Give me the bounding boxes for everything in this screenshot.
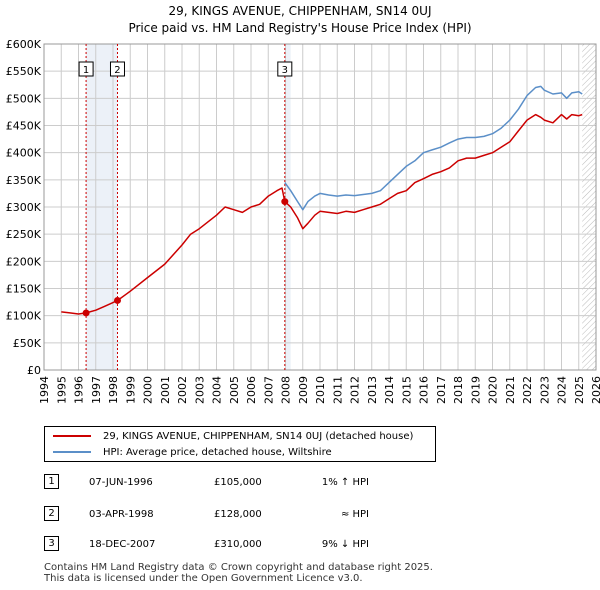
- sale-row: 2 03-APR-1998 £128,000 ≈ HPI: [0, 506, 600, 523]
- x-tick-label: 2002: [176, 376, 189, 404]
- sale-point: [82, 309, 90, 317]
- sale-marker-box: [78, 61, 94, 77]
- x-tick-label: 2011: [331, 376, 344, 404]
- x-tick-label: 1995: [55, 376, 68, 404]
- sale-point: [113, 296, 121, 304]
- x-tick-label: 2007: [262, 376, 275, 404]
- sale-hpi-comparison: 1% ↑ HPI: [321, 477, 369, 488]
- x-tick-label: 2025: [573, 376, 586, 404]
- y-tick-label: £550K: [6, 65, 42, 78]
- x-tick-label: 2008: [280, 376, 293, 404]
- x-tick-label: 2003: [193, 376, 206, 404]
- x-tick-label: 2026: [590, 376, 600, 404]
- x-tick-label: 2004: [211, 376, 224, 404]
- x-tick-label: 2012: [349, 376, 362, 404]
- y-tick-label: £100K: [6, 310, 42, 323]
- x-tick-label: 2000: [142, 376, 155, 404]
- sale-marker-number: 2: [114, 65, 120, 76]
- legend-item-property: 29, KINGS AVENUE, CHIPPENHAM, SN14 0UJ (…: [53, 429, 413, 445]
- y-tick-label: £300K: [6, 201, 42, 214]
- sale-marker-box: [109, 61, 125, 77]
- y-tick-label: £200K: [6, 255, 42, 268]
- chart-title: 29, KINGS AVENUE, CHIPPENHAM, SN14 0UJ P…: [0, 3, 600, 37]
- x-tick-label: 2021: [504, 376, 517, 404]
- sale-price: £105,000: [214, 477, 262, 488]
- x-tick-label: 2017: [435, 376, 448, 404]
- legend-property-swatch: [53, 435, 91, 437]
- legend: 29, KINGS AVENUE, CHIPPENHAM, SN14 0UJ (…: [44, 426, 436, 462]
- x-tick-label: 2020: [487, 376, 500, 404]
- hpi-series-line: [284, 85, 583, 211]
- legend-item-hpi: HPI: Average price, detached house, Wilt…: [53, 445, 332, 461]
- sale-price: £128,000: [214, 509, 262, 520]
- footer-copyright: Contains HM Land Registry data © Crown c…: [44, 562, 433, 573]
- x-tick-label: 2024: [556, 376, 569, 404]
- legend-property-label: 29, KINGS AVENUE, CHIPPENHAM, SN14 0UJ (…: [103, 431, 414, 442]
- sale-marker-number: 3: [282, 65, 288, 76]
- legend-hpi-label: HPI: Average price, detached house, Wilt…: [103, 447, 332, 458]
- sale-marker-number: 1: [83, 65, 89, 76]
- x-tick-label: 1994: [38, 376, 51, 404]
- x-tick-label: 2001: [159, 376, 172, 404]
- x-tick-label: 2006: [245, 376, 258, 404]
- sale-marker-box: [277, 61, 293, 77]
- x-tick-label: 1999: [124, 376, 137, 404]
- x-tick-label: 1998: [107, 376, 120, 404]
- footer-licence: This data is licensed under the Open Gov…: [44, 573, 363, 584]
- y-tick-label: £600K: [6, 38, 42, 51]
- x-tick-label: 1997: [90, 376, 103, 404]
- sale-marker-label: 1: [44, 474, 59, 489]
- y-tick-label: £50K: [13, 337, 42, 350]
- sale-date: 18-DEC-2007: [89, 539, 156, 550]
- y-tick-label: £250K: [6, 228, 42, 241]
- x-tick-label: 2010: [314, 376, 327, 404]
- price-chart: £0 £50K £100K £150K £200K £250K £300K £350K £400…: [6, 38, 600, 404]
- sale-date: 07-JUN-1996: [89, 477, 153, 488]
- x-tick-label: 2015: [400, 376, 413, 404]
- y-tick-label: £150K: [6, 283, 42, 296]
- legend-hpi-swatch: [53, 451, 91, 453]
- sale-marker-label: 3: [44, 536, 59, 551]
- y-tick-label: £0: [27, 364, 41, 377]
- x-tick-label: 2014: [383, 376, 396, 404]
- sale-date: 03-APR-1998: [89, 509, 154, 520]
- property-series-line: [61, 113, 583, 315]
- x-tick-label: 1996: [73, 376, 86, 404]
- y-tick-label: £350K: [6, 174, 42, 187]
- x-tick-label: 2013: [366, 376, 379, 404]
- x-tick-label: 2009: [297, 376, 310, 404]
- footer: Contains HM Land Registry data © Crown c…: [44, 562, 433, 584]
- y-tick-label: £500K: [6, 92, 42, 105]
- x-tick-label: 2022: [521, 376, 534, 404]
- sale-point: [281, 198, 289, 206]
- y-tick-label: £450K: [6, 120, 42, 133]
- title-line-1: 29, KINGS AVENUE, CHIPPENHAM, SN14 0UJ: [168, 4, 432, 18]
- x-tick-label: 2023: [538, 376, 551, 404]
- sale-marker-label: 2: [44, 506, 59, 521]
- sale-hpi-comparison: 9% ↓ HPI: [321, 539, 369, 550]
- plot-area-border: [43, 43, 597, 371]
- x-tick-label: 2019: [469, 376, 482, 404]
- x-tick-label: 2005: [228, 376, 241, 404]
- y-tick-label: £400K: [6, 147, 42, 160]
- sale-price: £310,000: [214, 539, 262, 550]
- x-tick-label: 2016: [418, 376, 431, 404]
- title-line-2: Price paid vs. HM Land Registry's House …: [128, 21, 472, 35]
- sale-row: 3 18-DEC-2007 £310,000 9% ↓ HPI: [0, 536, 600, 553]
- x-tick-label: 2018: [452, 376, 465, 404]
- sale-hpi-comparison: ≈ HPI: [340, 509, 369, 520]
- sale-row: 1 07-JUN-1996 £105,000 1% ↑ HPI: [0, 474, 600, 491]
